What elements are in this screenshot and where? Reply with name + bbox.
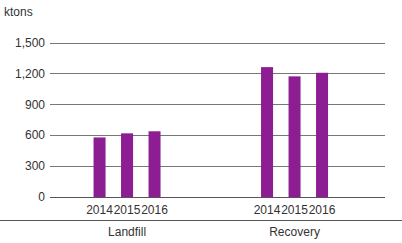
grid-line <box>50 104 385 105</box>
y-tick-label: 1,500 <box>15 36 45 50</box>
y-tick-label: 600 <box>25 128 45 142</box>
x-tick-label: 2016 <box>309 203 336 217</box>
y-tick-label: 1,200 <box>15 67 45 81</box>
bar <box>149 131 161 197</box>
grid-line <box>50 73 385 74</box>
x-tick-label: 2014 <box>254 203 281 217</box>
y-axis-label: ktons <box>4 5 33 19</box>
x-tick-label: 2015 <box>281 203 308 217</box>
y-tick-label: 300 <box>25 159 45 173</box>
x-tick-label: 2015 <box>114 203 141 217</box>
bars <box>94 67 328 197</box>
bar <box>94 137 106 197</box>
x-tick-label: 2016 <box>141 203 168 217</box>
y-axis-line <box>50 43 51 197</box>
y-tick-label: 0 <box>38 190 45 204</box>
grid-line <box>50 43 385 44</box>
group-label: Recovery <box>269 225 320 239</box>
chart: ktons03006009001,2001,500201420152016Lan… <box>0 0 402 243</box>
grid-line <box>50 135 385 136</box>
bar <box>121 133 133 197</box>
bar <box>289 76 301 197</box>
bar <box>316 73 328 197</box>
x-tick-label: 2014 <box>86 203 113 217</box>
separator <box>0 220 402 221</box>
y-tick-label: 900 <box>25 98 45 112</box>
group-label: Landfill <box>108 225 146 239</box>
bar <box>261 67 273 197</box>
